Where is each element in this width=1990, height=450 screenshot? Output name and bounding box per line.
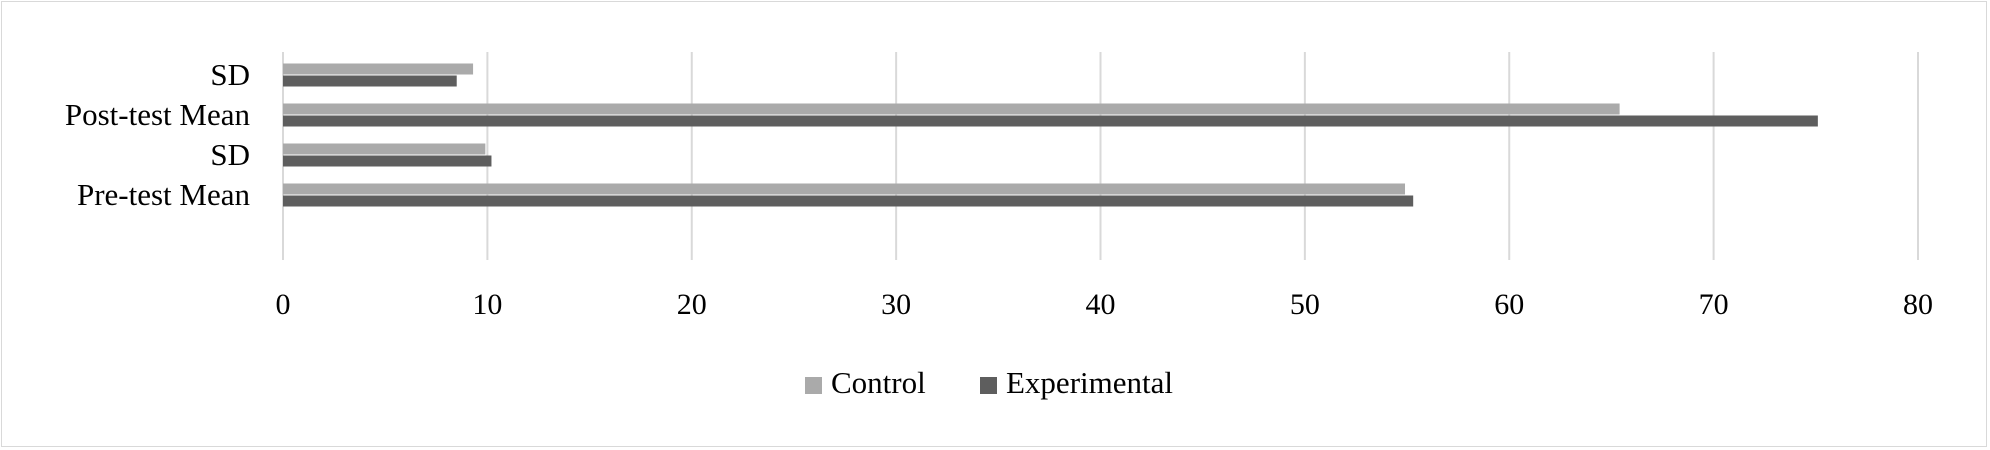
bar-control [283, 63, 474, 75]
bar-experimental [283, 195, 1414, 207]
x-tick-label: 0 [276, 288, 291, 321]
bars [283, 63, 1818, 207]
x-tick-label: 50 [1290, 288, 1320, 321]
legend: Control Experimental [805, 365, 1173, 400]
x-tick-label: 40 [1086, 288, 1116, 321]
y-category-label: Post-test Mean [65, 97, 251, 132]
x-tick-label: 20 [677, 288, 707, 321]
legend-swatch-experimental [980, 377, 997, 394]
gridlines [282, 52, 1919, 260]
y-category-label: SD [210, 137, 250, 172]
legend-label-control: Control [831, 365, 926, 400]
y-axis-categories: Pre-test Mean SD Post-test Mean SD [65, 57, 251, 212]
bar-control [283, 143, 486, 155]
y-category-label: Pre-test Mean [77, 177, 251, 212]
bar-experimental [283, 155, 492, 167]
bar-experimental [283, 75, 457, 87]
legend-swatch-control [805, 377, 822, 394]
bar-control [283, 183, 1406, 195]
bar-experimental [283, 115, 1818, 127]
x-tick-label: 80 [1903, 288, 1933, 321]
bar-control [283, 103, 1620, 115]
x-tick-label: 30 [881, 288, 911, 321]
x-tick-label: 10 [472, 288, 502, 321]
x-tick-label: 60 [1494, 288, 1524, 321]
y-category-label: SD [210, 57, 250, 92]
x-axis-ticks: 0 10 20 30 40 50 60 70 80 [276, 288, 1934, 321]
x-tick-label: 70 [1699, 288, 1729, 321]
legend-label-experimental: Experimental [1006, 365, 1173, 400]
